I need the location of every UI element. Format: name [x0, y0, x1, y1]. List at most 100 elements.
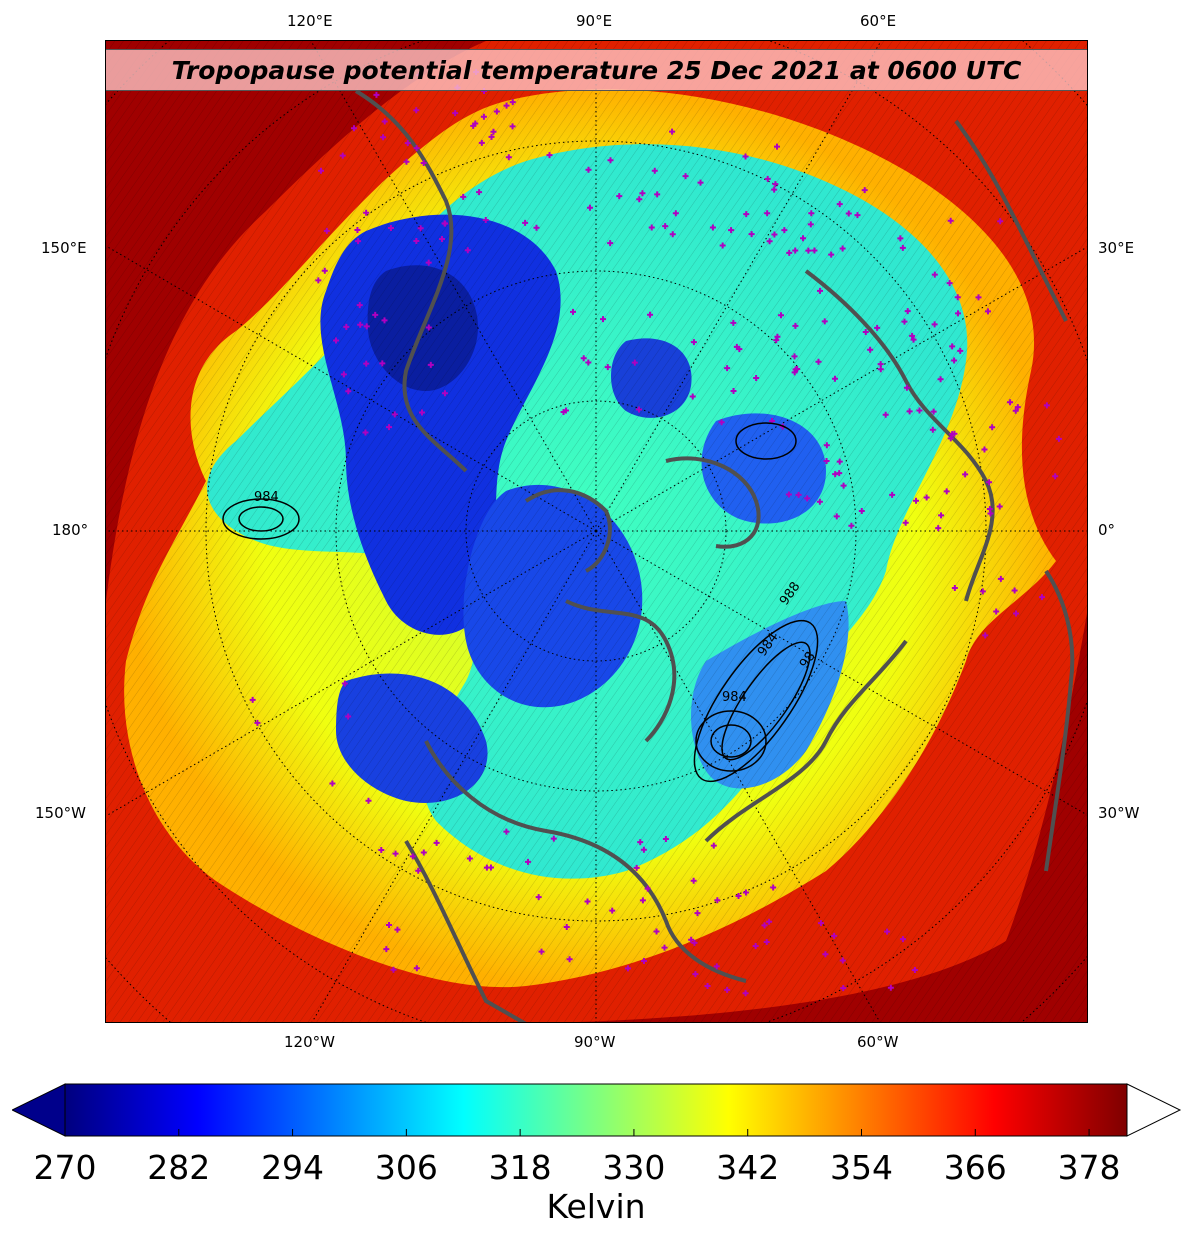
station-marker — [254, 719, 261, 726]
station-marker — [877, 361, 884, 368]
station-marker — [848, 522, 855, 529]
station-marker — [704, 982, 711, 989]
station-marker — [800, 235, 807, 242]
station-marker — [413, 145, 420, 152]
station-marker — [957, 347, 964, 354]
station-marker — [949, 343, 956, 350]
station-marker — [836, 470, 843, 477]
station-marker — [719, 242, 726, 249]
station-marker — [867, 346, 874, 353]
station-marker — [955, 310, 962, 317]
station-marker — [938, 512, 945, 519]
station-marker — [911, 966, 918, 973]
station-marker — [483, 864, 490, 871]
station-marker — [340, 371, 347, 378]
station-marker — [669, 231, 676, 238]
station-marker — [452, 110, 459, 117]
lon-label-left: 150°E — [41, 239, 87, 257]
station-marker — [570, 308, 577, 315]
station-marker — [689, 393, 696, 400]
colorbar-tick-label: 342 — [716, 1148, 780, 1187]
station-marker — [640, 958, 647, 965]
station-marker — [986, 479, 993, 486]
station-marker — [774, 143, 781, 150]
station-marker — [916, 407, 923, 414]
station-marker — [690, 339, 697, 346]
colorbar-ticks — [64, 1129, 1090, 1136]
station-marker — [742, 990, 749, 997]
station-marker — [472, 120, 479, 127]
station-marker — [661, 944, 668, 951]
station-marker — [607, 157, 614, 164]
station-marker — [736, 346, 743, 353]
station-marker — [817, 287, 824, 294]
station-marker — [954, 294, 961, 301]
station-marker — [822, 951, 829, 958]
station-marker — [836, 458, 843, 465]
station-marker — [315, 277, 322, 284]
station-marker — [1055, 435, 1062, 442]
station-marker — [923, 494, 930, 501]
station-marker — [339, 152, 346, 159]
station-marker — [889, 491, 896, 498]
station-marker — [987, 510, 994, 517]
station-marker — [742, 153, 749, 160]
station-marker — [840, 985, 847, 992]
station-marker — [409, 853, 416, 860]
station-marker — [651, 167, 658, 174]
station-marker — [691, 939, 698, 946]
station-marker — [357, 321, 364, 328]
station-marker — [773, 337, 780, 344]
station-marker — [323, 227, 330, 234]
station-marker — [984, 308, 991, 315]
station-marker — [404, 140, 411, 147]
station-marker — [713, 963, 720, 970]
station-marker — [372, 311, 379, 318]
station-marker — [476, 189, 483, 196]
station-marker — [493, 108, 500, 115]
station-marker — [380, 134, 387, 141]
station-marker — [379, 360, 386, 367]
station-marker — [562, 407, 569, 414]
station-marker — [840, 482, 847, 489]
colorbar — [12, 1083, 1182, 1137]
station-marker — [413, 237, 420, 244]
station-marker — [774, 333, 781, 340]
station-marker — [425, 259, 432, 266]
station-marker — [317, 167, 324, 174]
station-marker — [906, 408, 913, 415]
station-marker — [690, 877, 697, 884]
station-marker — [931, 271, 938, 278]
station-marker — [378, 847, 385, 854]
title-banner: Tropopause potential temperature 25 Dec … — [106, 49, 1087, 91]
station-marker — [363, 323, 370, 330]
station-marker — [600, 316, 607, 323]
station-marker — [509, 99, 516, 106]
colorbar-tick-label: 378 — [1057, 1148, 1121, 1187]
station-marker — [1014, 404, 1021, 411]
lon-label-right: 30°W — [1098, 804, 1140, 822]
station-marker — [438, 235, 445, 242]
station-marker — [464, 247, 471, 254]
station-marker — [249, 696, 256, 703]
station-marker — [962, 471, 969, 478]
station-marker — [391, 411, 398, 418]
station-marker — [931, 321, 938, 328]
station-marker — [478, 139, 485, 146]
station-marker — [413, 107, 420, 114]
station-marker — [345, 713, 352, 720]
station-marker — [748, 231, 755, 238]
colorbar-tick-label: 294 — [261, 1148, 325, 1187]
colorbar-tick-label: 354 — [830, 1148, 893, 1187]
station-marker — [694, 910, 701, 917]
station-marker — [811, 247, 818, 254]
station-marker — [654, 191, 661, 198]
colorbar-tick-label: 318 — [488, 1148, 552, 1187]
station-marker — [804, 495, 811, 502]
station-marker — [805, 247, 812, 254]
station-marker — [1052, 473, 1059, 480]
station-marker — [724, 365, 731, 372]
station-marker — [381, 118, 388, 125]
station-marker — [639, 190, 646, 197]
station-marker — [460, 193, 467, 200]
